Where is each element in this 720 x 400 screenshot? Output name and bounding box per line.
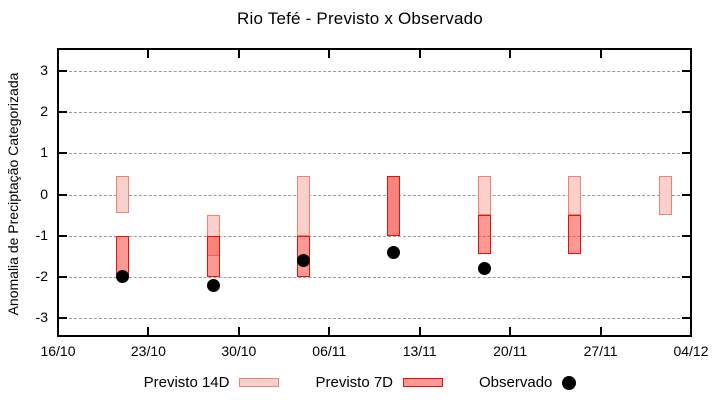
x-tick-mark: [509, 50, 512, 58]
previsto-7d-swatch-icon: [403, 378, 444, 387]
x-tick-label: 06/11: [312, 343, 347, 359]
y-tick-label: -3: [35, 309, 48, 326]
y-tick-mark: [59, 193, 67, 196]
y-gridline: [59, 276, 690, 278]
observado-dot: [296, 253, 310, 267]
x-tick-mark: [418, 50, 421, 58]
legend-item-previsto-14d: Previsto 14D: [144, 374, 280, 391]
x-tick-mark: [57, 327, 59, 335]
y-tick-mark: [682, 152, 690, 155]
x-tick-mark: [237, 50, 240, 58]
y-gridline: [59, 235, 690, 237]
y-tick-mark: [682, 234, 690, 237]
y-tick-label: 1: [40, 144, 48, 161]
y-tick-label: 2: [40, 103, 48, 120]
x-tick-mark: [328, 50, 331, 58]
y-tick-mark: [59, 111, 67, 114]
y-tick-label: -2: [35, 267, 48, 284]
y-tick-mark: [59, 152, 67, 155]
legend-label-observado: Observado: [479, 374, 553, 391]
bar-previsto-7d: [477, 215, 491, 255]
x-tick-mark: [147, 50, 150, 58]
y-tick-mark: [682, 111, 690, 114]
x-tick-mark: [237, 327, 240, 335]
x-tick-mark: [690, 50, 692, 58]
x-tick-mark: [599, 327, 602, 335]
legend-item-previsto-7d: Previsto 7D: [315, 374, 444, 391]
observado-dot: [387, 245, 401, 259]
x-tick-mark: [509, 327, 512, 335]
y-gridline: [59, 318, 690, 320]
bar-previsto-7d: [387, 175, 401, 236]
y-gridline: [59, 153, 690, 155]
x-tick-mark: [147, 327, 150, 335]
y-tick-label: 3: [40, 61, 48, 78]
x-tick-label: 13/11: [402, 343, 437, 359]
y-tick-mark: [682, 275, 690, 278]
observado-dot: [206, 278, 220, 292]
bar-previsto-7d: [568, 215, 582, 255]
bar-previsto-14d: [477, 175, 491, 216]
x-tick-label: 23/10: [130, 343, 166, 359]
bar-previsto-14d: [658, 175, 672, 216]
x-tick-label: 27/11: [583, 343, 618, 359]
chart-title: Rio Tefé - Previsto x Observado: [237, 9, 483, 28]
y-gridline: [59, 70, 690, 72]
x-tick-mark: [690, 327, 692, 335]
x-tick-label: 04/12: [673, 343, 709, 359]
x-tick-mark: [418, 327, 421, 335]
x-tick-mark: [599, 50, 602, 58]
y-gridline: [59, 194, 690, 196]
bar-previsto-7d: [206, 235, 220, 277]
x-tick-label: 30/10: [221, 343, 257, 359]
y-tick-mark: [59, 69, 67, 72]
legend-label-previsto-14d: Previsto 14D: [143, 374, 230, 391]
bar-previsto-14d: [568, 175, 582, 216]
legend-item-observado: Observado: [479, 374, 577, 391]
y-tick-mark: [682, 69, 690, 72]
y-tick-label: 0: [40, 185, 48, 202]
y-tick-mark: [59, 275, 67, 278]
y-tick-mark: [59, 317, 67, 320]
y-tick-mark: [682, 317, 690, 320]
plot-area: [57, 48, 692, 337]
bar-previsto-14d: [296, 175, 310, 236]
observado-dot: [116, 270, 130, 284]
y-gridline: [59, 112, 690, 114]
y-tick-mark: [59, 234, 67, 237]
observado-dot-icon: [562, 375, 577, 390]
bar-previsto-14d: [116, 175, 130, 214]
x-tick-mark: [57, 50, 59, 58]
legend: Previsto 14D Previsto 7D Observado: [0, 374, 720, 391]
x-tick-label: 20/11: [493, 343, 528, 359]
previsto-14d-swatch-icon: [239, 378, 280, 387]
x-tick-mark: [328, 327, 331, 335]
y-tick-mark: [682, 193, 690, 196]
legend-label-previsto-7d: Previsto 7D: [315, 374, 394, 391]
x-tick-label: 16/10: [40, 343, 76, 359]
y-tick-label: -1: [35, 226, 48, 243]
observado-dot: [477, 262, 491, 276]
